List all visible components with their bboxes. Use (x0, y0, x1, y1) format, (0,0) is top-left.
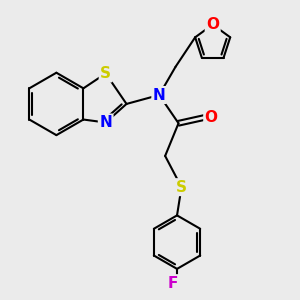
Text: N: N (153, 88, 166, 103)
Text: O: O (206, 17, 219, 32)
Text: N: N (99, 115, 112, 130)
Text: O: O (205, 110, 218, 125)
Text: F: F (167, 276, 178, 291)
Text: S: S (176, 180, 187, 195)
Text: S: S (100, 66, 111, 81)
